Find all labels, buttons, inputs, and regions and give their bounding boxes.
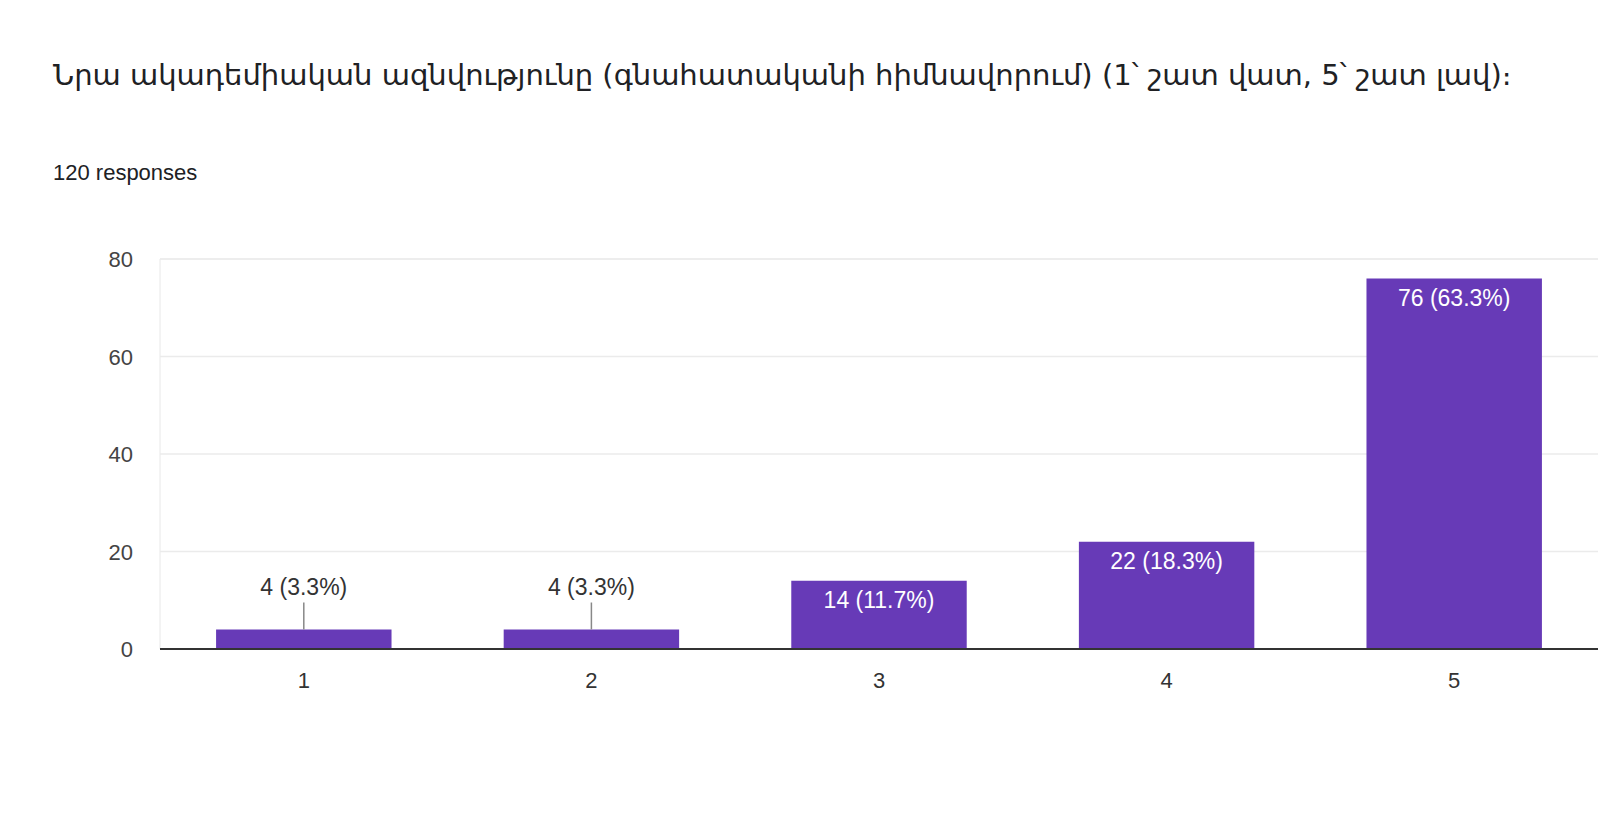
y-tick-label: 0: [121, 637, 133, 662]
bar: [216, 630, 391, 650]
data-label: 4 (3.3%): [260, 574, 347, 600]
x-tick-label: 5: [1448, 668, 1460, 693]
data-label: 76 (63.3%): [1398, 285, 1511, 311]
bar: [1079, 542, 1254, 649]
x-tick-label: 1: [298, 668, 310, 693]
y-tick-label: 60: [109, 345, 133, 370]
chart: 0 20 40 60 80 4 (3.3%) 4 (3.3%) 14 (11.7%) 22 (1…: [0, 0, 1600, 813]
labels: 4 (3.3%) 4 (3.3%) 14 (11.7%) 22 (18.3%) 76 (…: [260, 285, 1510, 630]
chart-title: Նրա ակադեմիական ազնվությունը (գնահատական…: [53, 50, 1553, 100]
bar: [504, 630, 679, 650]
data-label: 4 (3.3%): [548, 574, 635, 600]
bar: [1366, 279, 1541, 650]
x-tick-label: 3: [873, 668, 885, 693]
data-label: 14 (11.7%): [824, 587, 935, 613]
bar: [791, 581, 966, 649]
y-tick-label: 20: [109, 540, 133, 565]
x-axis: [160, 648, 1598, 650]
bars: [216, 279, 1542, 650]
x-tick-label: 4: [1160, 668, 1172, 693]
data-label: 22 (18.3%): [1110, 548, 1223, 574]
grid-line: [160, 258, 1598, 260]
grid-line: [160, 648, 1598, 650]
chart-subtitle: 120 responses: [53, 160, 197, 186]
y-tick-label: 40: [109, 442, 133, 467]
y-tick-label: 80: [109, 247, 133, 272]
label-leader: [303, 603, 305, 630]
label-leader: [591, 603, 593, 630]
x-tick-label: 2: [585, 668, 597, 693]
plot-frame: [160, 259, 1598, 260]
